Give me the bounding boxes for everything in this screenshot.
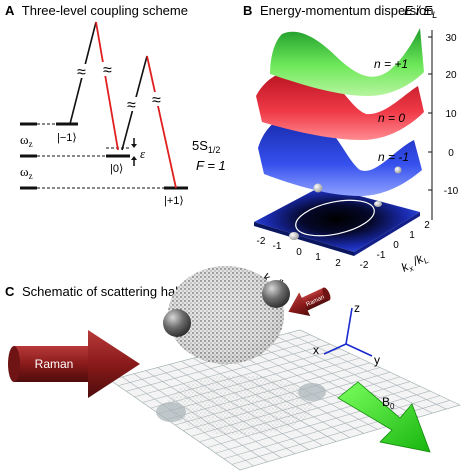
grid-line xyxy=(207,385,421,448)
condensate-left xyxy=(163,309,191,337)
panel-c: C Schematic of scattering halo Raman Ram… xyxy=(5,266,461,471)
ket-zero-label: |0⟩ xyxy=(110,163,123,175)
svg-text:kx /kL: kx /kL xyxy=(399,250,430,277)
shadow-right xyxy=(298,383,326,401)
epsilon-arrow-up-head xyxy=(131,156,137,160)
panel-b-letter: B xyxy=(243,3,252,18)
kx-tick-4: 1 xyxy=(409,230,415,241)
ky-tick-1: -2 xyxy=(257,236,266,247)
grid-line xyxy=(287,332,447,410)
axis-x-line xyxy=(323,343,347,355)
band-minus-dot-right xyxy=(394,166,402,174)
axis-y-label: y xyxy=(374,353,380,367)
energy-axis-label: E / E xyxy=(404,3,433,18)
panel-b: B Energy-momentum dispersion E / EL 30 2… xyxy=(243,3,459,296)
axis-z-label: z xyxy=(354,301,360,315)
field-arrow xyxy=(337,381,431,453)
kx-tick-2: -1 xyxy=(377,250,386,261)
panel-a: A Three-level coupling scheme ωz ωz |−1⟩… xyxy=(5,3,226,207)
ky-tick-5: 2 xyxy=(335,258,341,269)
svg-text:5S1/2: 5S1/2 xyxy=(192,138,220,155)
panel-b-title: Energy-momentum dispersion xyxy=(260,3,433,18)
transition-red-2 xyxy=(146,55,177,189)
grid-line xyxy=(264,339,419,418)
break-mark-3: ≈ xyxy=(127,97,136,114)
kx-tick-3: 0 xyxy=(393,240,399,251)
svg-text:C Schematic of scatterin: C Schematic of scattering halo xyxy=(5,284,185,299)
state-label-f: F = 1 xyxy=(196,158,226,173)
svg-text:A Three-level coupling s: A Three-level coupling scheme xyxy=(5,3,188,18)
omega-z-top: ω xyxy=(20,132,29,147)
svg-text:ωz: ωz xyxy=(20,132,33,149)
energy-tick-0: 0 xyxy=(448,148,454,159)
axis-x-label: x xyxy=(313,343,319,357)
halo-dots xyxy=(168,266,284,364)
svg-text:E / EL: E / EL xyxy=(404,3,437,20)
energy-tick-10: 10 xyxy=(445,109,457,120)
omega-z-bottom-sub: z xyxy=(29,171,33,181)
svg-text:B0: B0 xyxy=(382,395,395,411)
epsilon-label: ε xyxy=(140,146,146,161)
halo-shadow xyxy=(168,375,312,435)
field-label: B xyxy=(382,395,390,409)
state-label-5s: 5S xyxy=(192,138,208,153)
grid-line xyxy=(215,390,431,454)
state-label-5s-sub: 1/2 xyxy=(208,145,221,155)
panel-c-letter: C xyxy=(5,284,15,299)
floor-peak-left xyxy=(289,232,299,240)
panel-c-title: Schematic of scattering halo xyxy=(22,284,185,299)
ky-ticks: -2 -1 0 1 2 xyxy=(257,236,342,269)
ky-tick-2: -1 xyxy=(273,241,282,252)
band-minus-dot-left xyxy=(313,183,323,193)
ket-plus-label: |+1⟩ xyxy=(164,195,184,207)
break-mark-1: ≈ xyxy=(77,64,86,81)
energy-tick-minus10: -10 xyxy=(444,186,459,197)
kx-axis-sub: x xyxy=(407,263,417,274)
omega-z-bottom: ω xyxy=(20,164,29,179)
kx-axis-tail-sub: L xyxy=(422,256,430,266)
kx-tick-1: -2 xyxy=(360,260,369,271)
svg-text:B Energy-momentum disper: B Energy-momentum dispersion xyxy=(243,3,433,18)
grid-line xyxy=(223,395,441,460)
kx-tick-5: 2 xyxy=(424,220,430,231)
break-mark-4: ≈ xyxy=(152,92,161,109)
label-n-plus-1: n = +1 xyxy=(374,57,408,71)
raman-beam-large: Raman xyxy=(8,330,140,398)
ky-tick-3: 0 xyxy=(296,247,302,258)
epsilon-arrow-down-head xyxy=(131,144,137,148)
condensate-right xyxy=(262,280,290,308)
ky-tick-4: 1 xyxy=(315,252,321,263)
band-n-0 xyxy=(256,69,424,140)
raman-beam-small: Raman xyxy=(288,287,331,316)
raman-large-label: Raman xyxy=(35,357,74,371)
field-label-sub: 0 xyxy=(390,402,395,411)
axis-y-line xyxy=(345,343,373,357)
energy-axis-ticks xyxy=(428,36,432,191)
energy-tick-30: 30 xyxy=(445,33,457,44)
transition-red-1 xyxy=(95,21,119,151)
grid-line xyxy=(276,335,433,414)
label-n-minus-1: n = -1 xyxy=(378,150,409,164)
label-n-0: n = 0 xyxy=(378,111,405,125)
floor-ring xyxy=(295,199,375,237)
panel-a-letter: A xyxy=(5,3,15,18)
band-n-minus-1 xyxy=(258,115,422,196)
ket-minus-label: |−1⟩ xyxy=(57,132,77,144)
floor-peak-right xyxy=(374,201,382,207)
energy-tick-20: 20 xyxy=(445,70,457,81)
break-mark-2: ≈ xyxy=(103,62,112,79)
omega-z-top-sub: z xyxy=(29,139,33,149)
kx-ticks: -2 -1 0 1 2 xyxy=(360,220,431,271)
panel-a-title: Three-level coupling scheme xyxy=(22,3,188,18)
band-n-plus-1 xyxy=(270,28,424,96)
shadow-left xyxy=(156,402,186,422)
svg-text:ωz: ωz xyxy=(20,164,33,181)
energy-axis-sub: L xyxy=(432,10,437,20)
axis-z-line xyxy=(345,307,353,345)
